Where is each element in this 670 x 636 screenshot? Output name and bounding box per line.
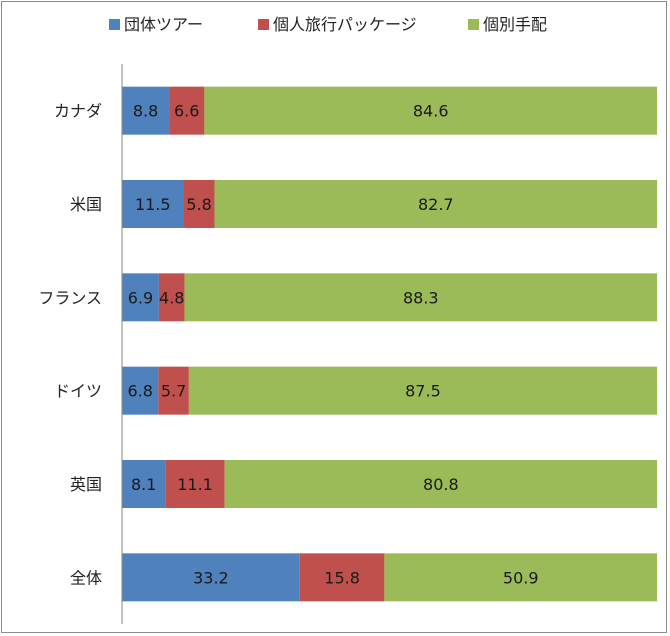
data-label-5-3: 80.8 [423, 475, 459, 494]
data-label-1-2: 6.6 [174, 102, 199, 121]
data-label-4-1: 6.8 [127, 382, 152, 401]
legend-swatch-2 [258, 19, 269, 30]
legend-swatch-3 [468, 19, 479, 30]
data-label-1-3: 84.6 [413, 102, 449, 121]
bar-segment-4-1 [122, 366, 159, 415]
data-label-3-1: 6.9 [128, 288, 153, 307]
data-label-5-1: 8.1 [131, 475, 156, 494]
legend-label-2: 個人旅行パッケージ [273, 15, 417, 34]
data-label-3-3: 88.3 [403, 288, 439, 307]
bar-segment-5-3 [224, 460, 657, 508]
category-label-1: カナダ [54, 102, 102, 121]
bar-segment-5-1 [122, 460, 166, 508]
bar-segment-6-2 [299, 553, 385, 602]
bar-segment-2-1 [122, 180, 184, 228]
bar-segment-4-2 [158, 366, 189, 415]
data-label-2-3: 82.7 [418, 195, 454, 214]
category-label-6: 全体 [70, 568, 102, 587]
bars [122, 86, 658, 602]
bar-segment-2-3 [214, 180, 658, 228]
bar-segment-1-3 [204, 86, 657, 135]
value-labels: 8.8 6.6 84.6 11.5 5.8 82.7 6.9 4.8 88.3 6.8 5.7 87.… [127, 102, 538, 588]
category-label-4: ドイツ [54, 382, 102, 401]
data-label-2-2: 5.8 [186, 195, 211, 214]
category-label-2: 米国 [70, 195, 102, 214]
data-label-3-2: 4.8 [159, 288, 184, 307]
bar-segment-3-2 [158, 273, 185, 322]
data-label-6-1: 33.2 [193, 568, 229, 587]
data-label-5-2: 11.1 [177, 475, 213, 494]
bar-segment-3-3 [184, 273, 657, 322]
bar-segment-1-2 [169, 86, 205, 135]
bar-segment-1-1 [122, 86, 170, 135]
bar-segment-6-3 [384, 553, 657, 602]
bar-segment-4-3 [188, 366, 658, 415]
legend-swatch-1 [109, 19, 120, 30]
data-label-2-1: 11.5 [135, 195, 171, 214]
data-label-4-3: 87.5 [405, 382, 441, 401]
bar-segment-3-1 [122, 273, 159, 322]
data-label-6-2: 15.8 [324, 568, 360, 587]
bar-segment-6-1 [122, 553, 300, 602]
data-label-6-3: 50.9 [503, 568, 539, 587]
legend-label-1: 団体ツアー [124, 15, 203, 34]
legend-label-3: 個別手配 [483, 15, 547, 34]
category-label-5: 英国 [70, 475, 102, 494]
bar-segment-2-2 [183, 180, 215, 228]
data-label-4-2: 5.7 [161, 382, 186, 401]
bar-segment-5-2 [165, 460, 225, 508]
data-label-1-1: 8.8 [133, 102, 158, 121]
category-label-3: フランス [38, 288, 102, 307]
legend: 団体ツアー 個人旅行パッケージ 個別手配 [109, 15, 547, 34]
